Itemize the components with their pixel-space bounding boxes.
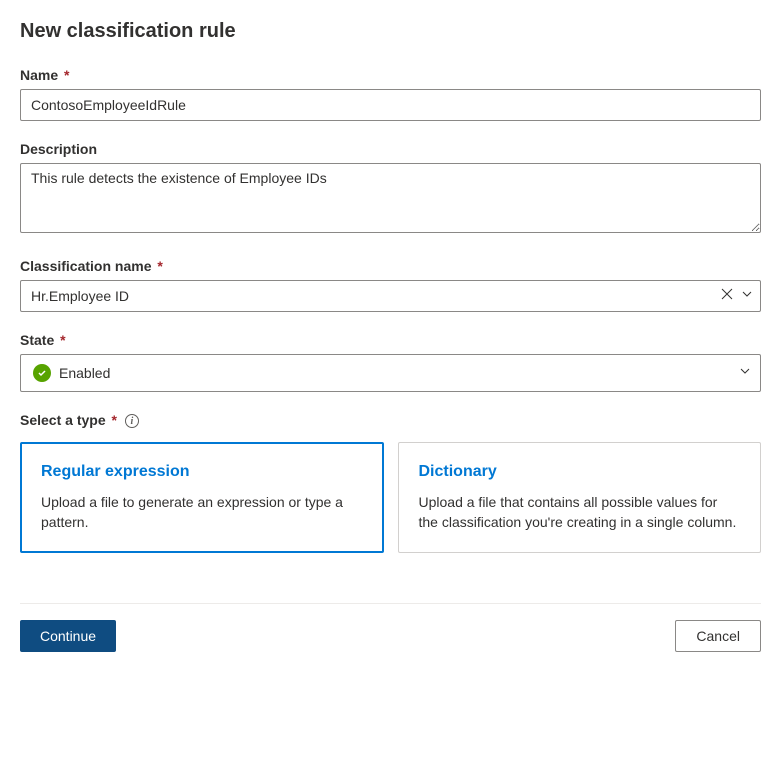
info-icon[interactable]: i <box>125 414 139 428</box>
check-circle-icon <box>33 364 51 382</box>
footer-buttons: Continue Cancel <box>20 620 761 652</box>
select-type-label: Select a type * i <box>20 412 139 428</box>
description-label: Description <box>20 141 97 157</box>
required-asterisk: * <box>60 67 69 83</box>
type-card-regex[interactable]: Regular expression Upload a file to gene… <box>20 442 384 553</box>
chevron-down-icon[interactable] <box>741 287 753 305</box>
cancel-button[interactable]: Cancel <box>675 620 761 652</box>
description-input[interactable] <box>20 163 761 233</box>
type-card-title: Dictionary <box>419 463 741 481</box>
required-asterisk: * <box>108 412 117 428</box>
type-card-dictionary[interactable]: Dictionary Upload a file that contains a… <box>398 442 762 553</box>
name-label: Name * <box>20 67 69 83</box>
chevron-down-icon[interactable] <box>739 364 751 382</box>
state-select[interactable]: Enabled <box>20 354 761 392</box>
type-cards: Regular expression Upload a file to gene… <box>20 442 761 553</box>
state-label-text: State <box>20 332 54 348</box>
type-card-title: Regular expression <box>41 463 363 481</box>
select-icons <box>721 287 753 305</box>
state-label: State * <box>20 332 66 348</box>
state-select-wrapper: Enabled <box>20 354 761 392</box>
classification-name-input[interactable] <box>20 280 761 312</box>
type-card-desc: Upload a file to generate an expression … <box>41 493 363 532</box>
name-field-group: Name * <box>20 67 761 121</box>
name-input[interactable] <box>20 89 761 121</box>
name-label-text: Name <box>20 67 58 83</box>
classification-name-label: Classification name * <box>20 258 163 274</box>
select-type-field-group: Select a type * i Regular expression Upl… <box>20 412 761 553</box>
required-asterisk: * <box>154 258 163 274</box>
clear-icon[interactable] <box>721 287 733 305</box>
divider <box>20 603 761 604</box>
classification-name-field-group: Classification name * <box>20 258 761 312</box>
state-field-group: State * Enabled <box>20 332 761 392</box>
description-field-group: Description <box>20 141 761 238</box>
state-value: Enabled <box>59 365 110 381</box>
page-title: New classification rule <box>20 20 761 43</box>
select-type-label-text: Select a type <box>20 412 106 428</box>
continue-button[interactable]: Continue <box>20 620 116 652</box>
type-card-desc: Upload a file that contains all possible… <box>419 493 741 532</box>
required-asterisk: * <box>56 332 65 348</box>
classification-name-select-wrapper <box>20 280 761 312</box>
classification-name-label-text: Classification name <box>20 258 152 274</box>
